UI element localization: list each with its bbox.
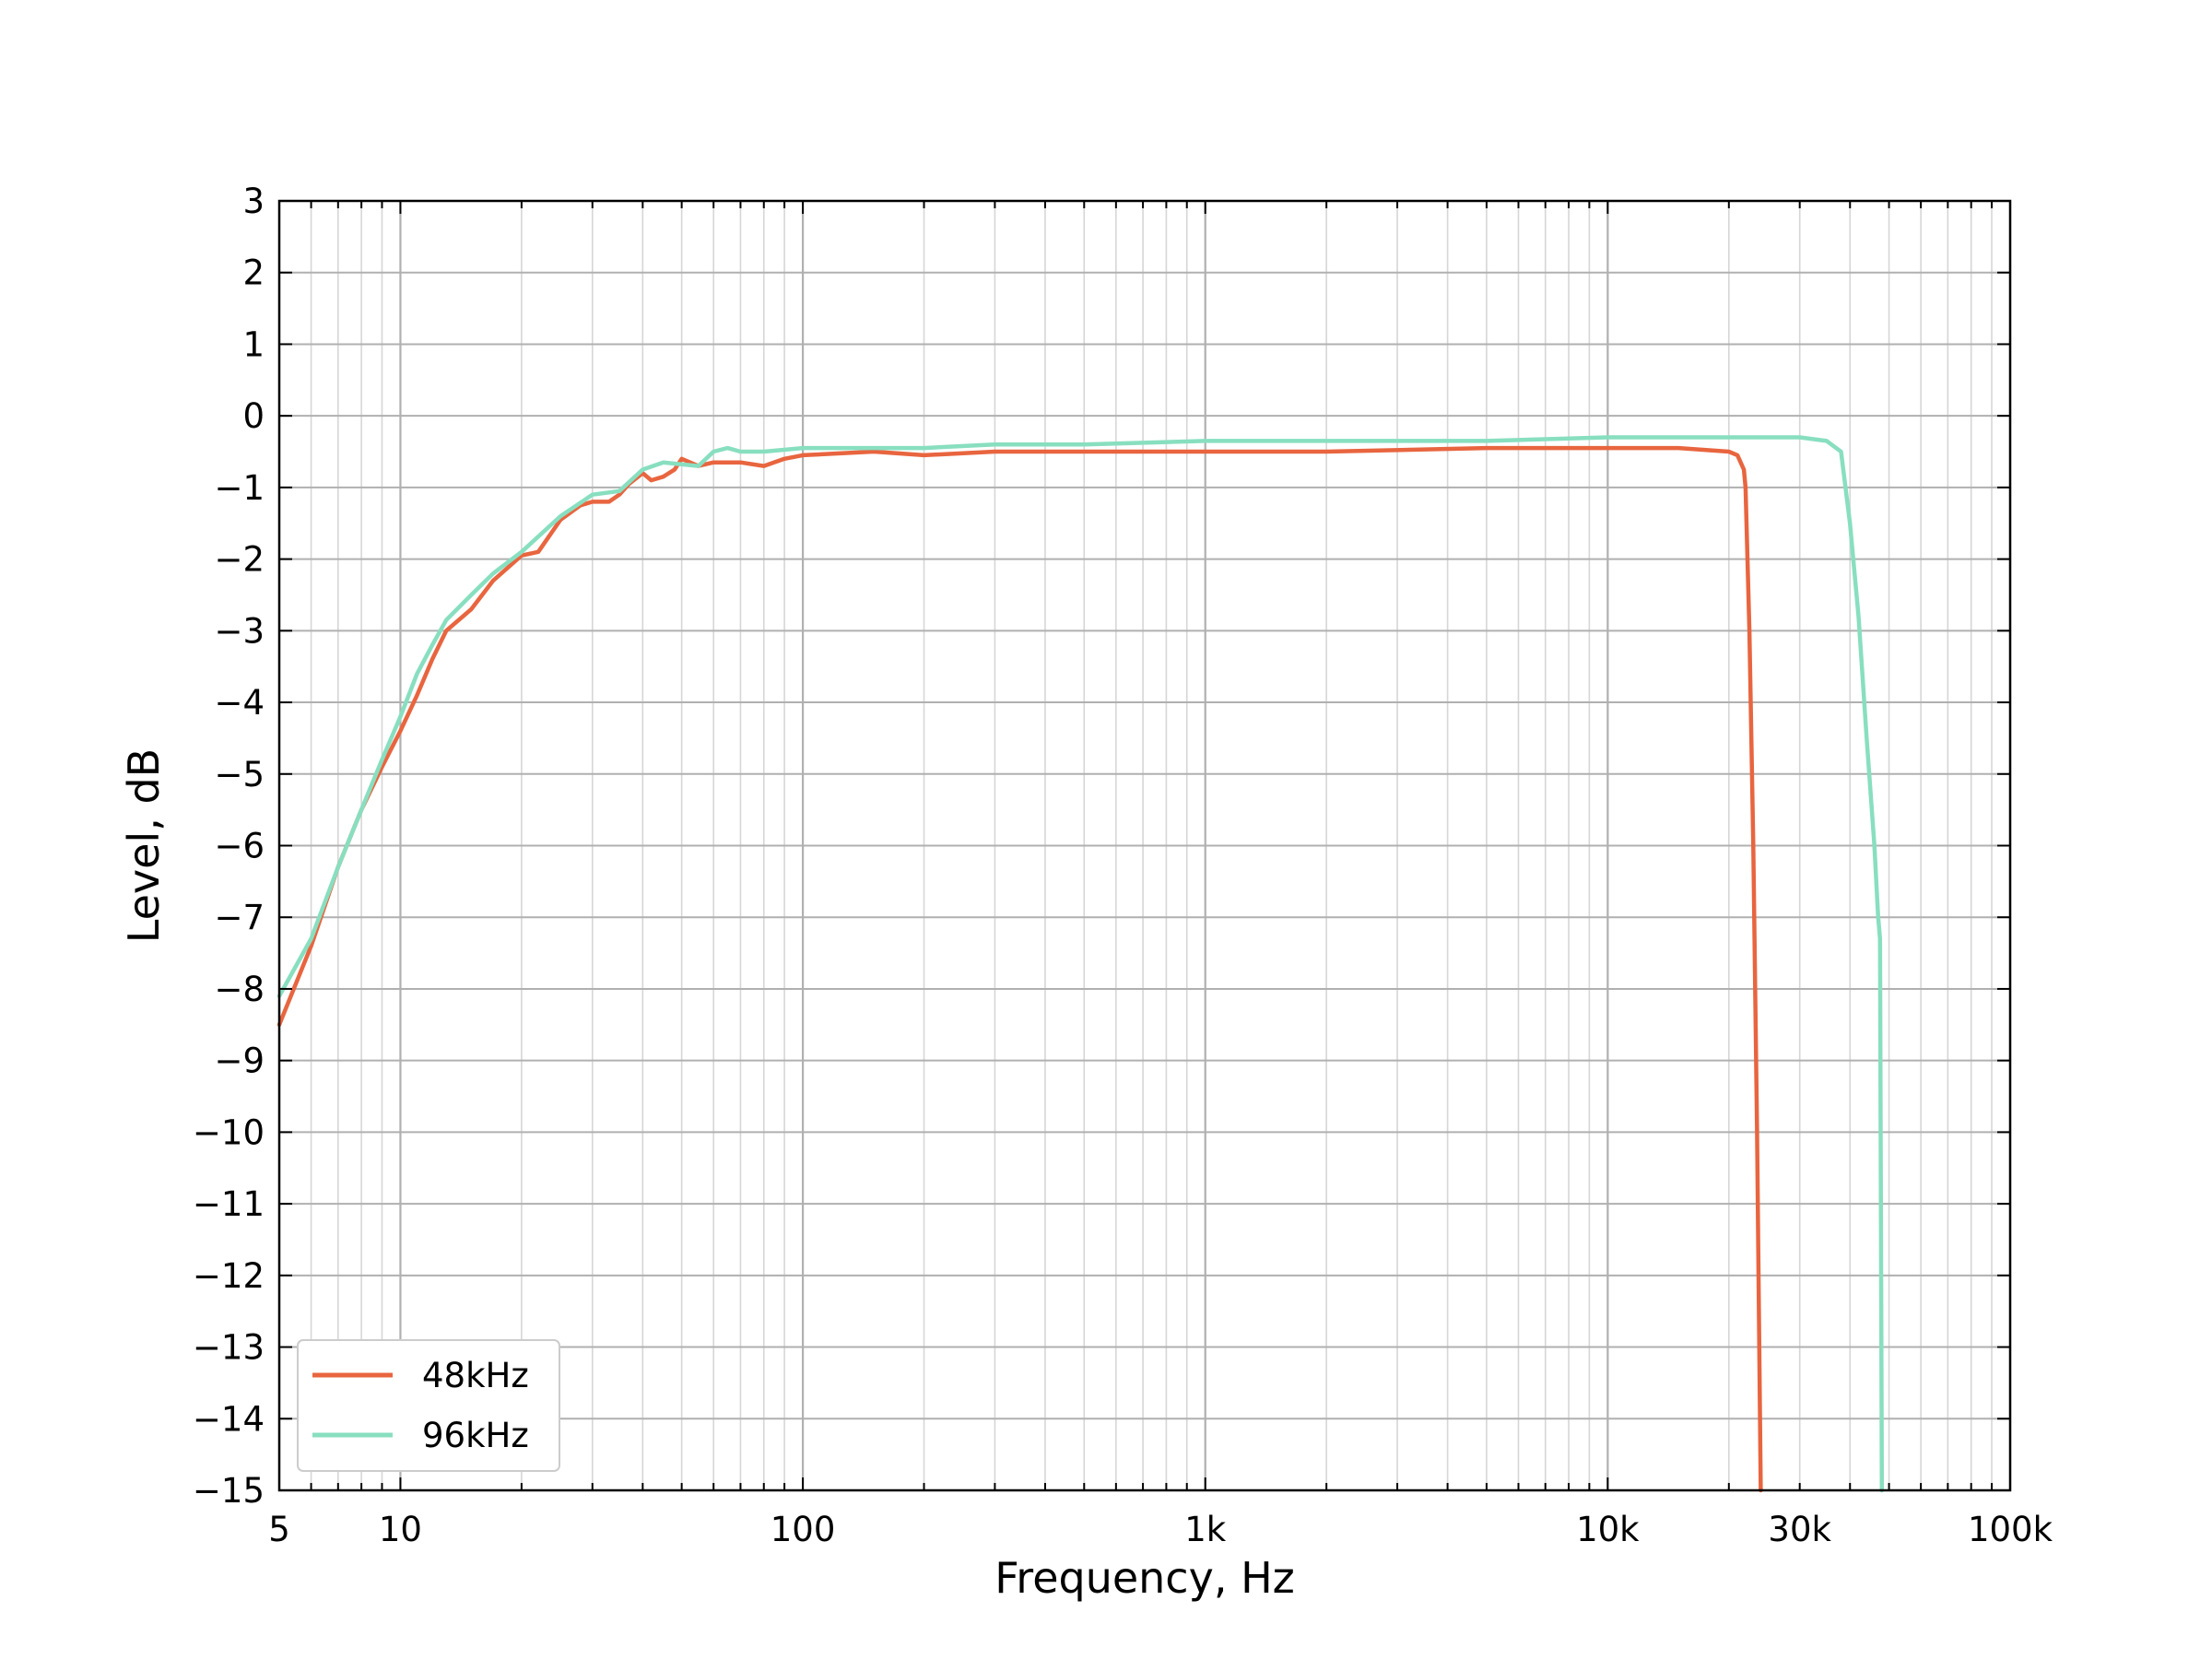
y-tick-label: −2 xyxy=(214,540,265,580)
y-tick-label: −12 xyxy=(193,1256,265,1296)
y-tick-label: −6 xyxy=(214,827,265,866)
x-axis-label: Frequency, Hz xyxy=(994,1553,1295,1603)
y-tick-label: 3 xyxy=(242,182,265,221)
x-tick-label: 10k xyxy=(1576,1510,1640,1549)
x-tick-label: 1k xyxy=(1184,1510,1227,1549)
ticks xyxy=(278,200,2011,1491)
x-tick-label: 30k xyxy=(1768,1510,1831,1549)
x-tick-label: 5 xyxy=(268,1510,290,1549)
grid xyxy=(278,200,2012,1491)
y-tick-label: −15 xyxy=(193,1471,265,1511)
y-axis-label: Level, dB xyxy=(119,748,169,943)
x-tick-label: 100 xyxy=(771,1510,836,1549)
y-tick-label: 1 xyxy=(242,324,265,364)
series-line-96khz xyxy=(276,435,1885,1493)
y-tick-label: −9 xyxy=(214,1041,265,1081)
x-tick-labels: 5 10 100 1k 10k 30k 100k xyxy=(268,1510,2053,1549)
y-tick-label: −7 xyxy=(214,898,265,937)
y-tick-label: −14 xyxy=(193,1399,265,1439)
y-tick-label: −8 xyxy=(214,970,265,1009)
y-tick-label: −4 xyxy=(214,683,265,723)
y-tick-labels: 3 2 1 0 −1 −2 −3 −4 −5 −6 −7 −8 −9 −10 −11 −12 −13 −14 −15 xyxy=(193,182,265,1511)
x-tick-label: 100k xyxy=(1968,1510,2053,1549)
y-tick-label: −1 xyxy=(214,468,265,508)
series-line-48khz xyxy=(276,445,1763,1493)
y-tick-label: −11 xyxy=(193,1184,265,1224)
y-tick-label: −3 xyxy=(214,611,265,651)
y-tick-label: 2 xyxy=(242,253,265,293)
x-tick-label: 10 xyxy=(379,1510,422,1549)
legend-label-96khz: 96kHz xyxy=(422,1416,529,1455)
y-tick-label: 0 xyxy=(242,396,265,436)
y-tick-label: −5 xyxy=(214,755,265,794)
y-tick-label: −13 xyxy=(193,1328,265,1368)
legend: 48kHz 96kHz xyxy=(297,1339,560,1472)
series-lines xyxy=(276,435,1885,1493)
y-tick-label: −10 xyxy=(193,1112,265,1152)
legend-label-48khz: 48kHz xyxy=(422,1356,529,1395)
